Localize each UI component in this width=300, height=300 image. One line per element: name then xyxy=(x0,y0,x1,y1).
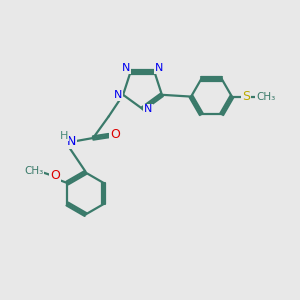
Text: O: O xyxy=(50,169,60,182)
Text: N: N xyxy=(113,90,122,100)
Text: N: N xyxy=(67,135,76,148)
Text: N: N xyxy=(122,63,130,74)
Text: N: N xyxy=(155,63,163,74)
Text: CH₃: CH₃ xyxy=(24,166,43,176)
Text: N: N xyxy=(144,104,152,115)
Text: CH₃: CH₃ xyxy=(256,92,275,102)
Text: H: H xyxy=(60,130,68,141)
Text: O: O xyxy=(110,128,120,141)
Text: S: S xyxy=(242,90,250,103)
